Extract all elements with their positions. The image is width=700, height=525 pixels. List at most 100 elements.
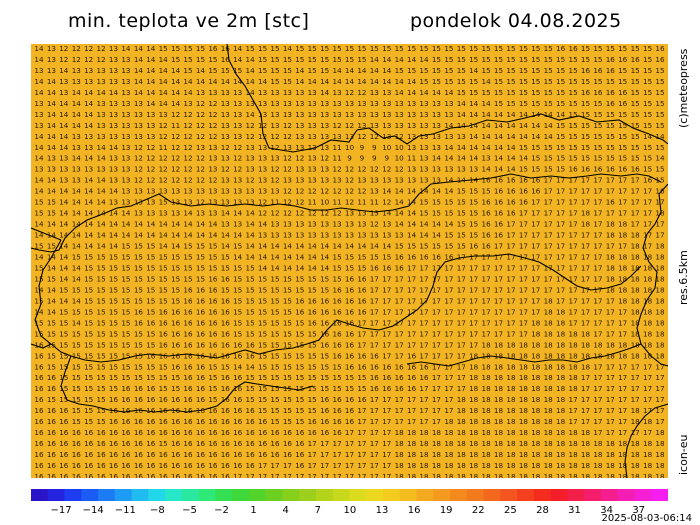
temperature-value: 14 [295,66,305,75]
temperature-value: 15 [208,384,217,393]
temperature-value: 15 [159,275,168,284]
temperature-value: 17 [618,307,627,316]
temperature-value: 14 [506,110,516,119]
temperature-value: 17 [432,296,441,305]
temperature-value: 16 [171,439,181,448]
temperature-value: 14 [506,154,516,163]
temperature-value: 16 [146,417,156,426]
temperature-value: 16 [109,450,119,459]
temperature-value: 13 [258,154,267,163]
temperature-value: 15 [121,362,130,371]
temperature-value: 18 [556,450,566,459]
temperature-value: 14 [97,231,107,240]
temperature-value: 14 [72,110,82,119]
temperature-value: 18 [593,351,603,360]
temperature-value: 16 [221,340,231,349]
temperature-value: 14 [544,132,554,141]
temperature-value: 15 [270,296,279,305]
temperature-value: 18 [482,373,492,382]
temperature-value: 15 [382,253,391,262]
temperature-value: 16 [196,329,206,338]
temperature-value: 16 [183,329,193,338]
temperature-value: 16 [208,417,218,426]
temperature-value: 17 [631,362,640,371]
temperature-value: 17 [569,296,578,305]
temperature-value: 17 [544,264,553,273]
temperature-value: 17 [618,395,627,404]
temperature-value: 14 [183,220,193,229]
temperature-value: 16 [506,176,516,185]
temperature-value: 17 [246,472,255,478]
temperature-value: 17 [357,450,366,459]
temperature-value: 13 [357,110,366,119]
temperature-value: 13 [407,132,416,141]
temperature-value: 15 [482,44,491,53]
temperature-value: 18 [407,450,417,459]
temperature-value: 16 [146,395,156,404]
temperature-value: 11 [333,198,342,207]
temperature-value: 9 [372,143,377,152]
temperature-value: 14 [320,242,330,251]
temperature-value: 17 [593,428,602,437]
temperature-value: 12 [320,154,329,163]
temperature-value: 13 [72,165,81,174]
temperature-value: 14 [221,231,231,240]
temperature-value: 18 [544,439,554,448]
temperature-value: 13 [382,176,391,185]
temperature-value: 13 [320,231,329,240]
temperature-value: 13 [121,176,130,185]
temperature-value: 14 [333,77,343,86]
temperature-value: 17 [569,285,578,294]
temperature-value: 17 [320,439,329,448]
temperature-value: 15 [121,296,130,305]
temperature-value: 17 [519,231,528,240]
temperature-value: 18 [606,231,616,240]
temperature-value: 16 [84,439,94,448]
temperature-value: 15 [109,373,118,382]
temperature-value: 12 [72,44,81,53]
temperature-value: 15 [270,285,279,294]
temperature-value: 12 [370,165,379,174]
temperature-value: 15 [593,132,602,141]
temperature-value: 13 [233,176,242,185]
temperature-value: 18 [469,472,479,478]
temperature-value: 14 [84,242,94,251]
temperature-value: 15 [432,242,441,251]
temperature-value: 15 [270,340,279,349]
temperature-value: 13 [134,121,143,130]
temperature-value: 15 [109,340,118,349]
temperature-value: 15 [643,88,652,97]
map-background [31,44,668,478]
temperature-value: 15 [208,242,217,251]
temperature-value: 14 [146,44,156,53]
temperature-value: 17 [469,275,478,284]
temperature-value: 12 [196,132,205,141]
temperature-value: 17 [544,220,553,229]
temperature-value: 18 [519,450,529,459]
temperature-value: 14 [72,121,82,130]
temperature-value: 13 [121,55,130,64]
temperature-value: 17 [519,296,528,305]
temperature-value: 15 [295,373,304,382]
temperature-value: 12 [72,55,81,64]
temperature-value: 15 [84,275,93,284]
temperature-value: 18 [531,340,541,349]
temperature-value: 14 [59,66,69,75]
temperature-value: 11 [270,198,279,207]
legend-color-swatch [634,489,652,501]
temperature-value: 13 [146,121,155,130]
temperature-value: 15 [221,362,230,371]
temperature-value: 16 [121,417,131,426]
temperature-value: 16 [134,472,144,478]
temperature-value: 18 [643,472,653,478]
temperature-value: 13 [320,110,329,119]
temperature-value: 16 [631,165,641,174]
temperature-value: 17 [494,296,503,305]
temperature-value: 17 [370,275,379,284]
temperature-value: 15 [233,307,242,316]
temperature-value: 15 [556,77,565,86]
temperature-value: 15 [134,362,143,371]
temperature-value: 16 [395,373,405,382]
temperature-value: 15 [556,99,565,108]
temperature-value: 18 [569,329,579,338]
